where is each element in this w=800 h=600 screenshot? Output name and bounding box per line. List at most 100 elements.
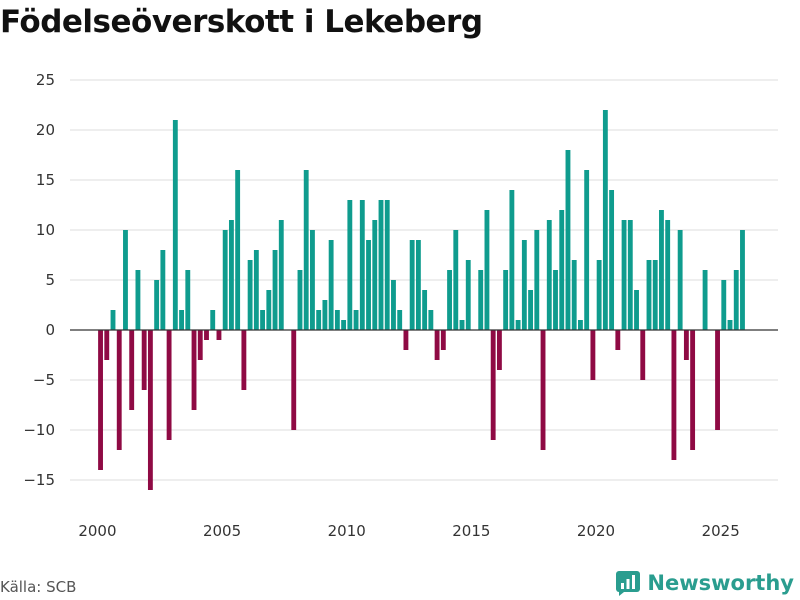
- bar: [415, 240, 421, 330]
- bar: [291, 330, 297, 430]
- bar: [397, 310, 403, 330]
- bar: [702, 270, 708, 330]
- bar: [640, 330, 646, 380]
- bar: [378, 200, 384, 330]
- bar: [297, 270, 303, 330]
- bar: [347, 200, 353, 330]
- bar: [409, 240, 415, 330]
- x-tick-label: 2005: [203, 522, 241, 540]
- bar: [216, 330, 222, 340]
- bar: [727, 320, 733, 330]
- bar: [303, 170, 309, 330]
- bar: [509, 190, 515, 330]
- bar: [534, 230, 540, 330]
- bar: [172, 120, 178, 330]
- bar: [241, 330, 247, 390]
- bar: [496, 330, 502, 370]
- bar: [453, 230, 459, 330]
- bar: [715, 330, 720, 430]
- chart-title: Födelseöverskott i Lekeberg: [0, 4, 483, 40]
- bar: [677, 230, 683, 330]
- bar: [166, 330, 172, 440]
- bar: [141, 330, 147, 390]
- y-tick-label: 10: [36, 221, 55, 239]
- y-tick-label: −10: [23, 421, 55, 439]
- bar: [135, 270, 141, 330]
- bar: [359, 200, 365, 330]
- bar: [185, 270, 191, 330]
- bar: [197, 330, 203, 360]
- bar: [478, 270, 484, 330]
- bar: [553, 270, 558, 330]
- bar: [179, 310, 184, 330]
- bar: [571, 260, 577, 330]
- bar: [204, 330, 209, 340]
- bar: [129, 330, 135, 410]
- y-tick-label: 25: [36, 71, 55, 89]
- bar: [690, 330, 696, 450]
- bar: [740, 230, 745, 330]
- bar: [546, 220, 552, 330]
- bar: [652, 260, 658, 330]
- bar: [104, 330, 110, 360]
- bar: [671, 330, 677, 460]
- bar: [521, 240, 527, 330]
- bar: [515, 320, 521, 330]
- bars: [98, 110, 745, 490]
- y-tick-label: −15: [23, 471, 55, 489]
- y-axis-ticks: 25 20 15 10 5 0 −5 −10 −15: [23, 71, 55, 489]
- bar: [228, 220, 234, 330]
- x-axis-ticks: 2000 2005 2010 2015 2020 2025: [78, 522, 739, 540]
- grid-lines: [70, 79, 778, 481]
- bar: [353, 310, 359, 330]
- bar: [465, 260, 471, 330]
- bar: [490, 330, 496, 440]
- bar: [372, 220, 378, 330]
- bar: [596, 260, 602, 330]
- bar: [578, 320, 583, 330]
- bar: [403, 330, 409, 350]
- bar: [621, 220, 627, 330]
- bar: [310, 230, 315, 330]
- bar: [154, 280, 160, 330]
- bar: [584, 170, 590, 330]
- x-tick-label: 2010: [328, 522, 366, 540]
- bar: [503, 270, 509, 330]
- bar: [160, 250, 166, 330]
- bar: [602, 110, 608, 330]
- bar: [272, 250, 278, 330]
- bar: [266, 290, 272, 330]
- y-tick-label: 15: [36, 171, 55, 189]
- bar: [222, 230, 228, 330]
- brand[interactable]: Newsworthy: [615, 570, 794, 596]
- bar: [559, 210, 565, 330]
- y-tick-label: 20: [36, 121, 55, 139]
- x-tick-label: 2020: [577, 522, 615, 540]
- bar: [590, 330, 596, 380]
- bar: [235, 170, 241, 330]
- bar: [147, 330, 153, 490]
- x-tick-label: 2025: [702, 522, 740, 540]
- bar: [116, 330, 122, 450]
- bar: [721, 280, 727, 330]
- bar: [422, 290, 428, 330]
- bar: [278, 220, 284, 330]
- bar: [247, 260, 253, 330]
- bar: [253, 250, 259, 330]
- bar: [384, 200, 390, 330]
- bar: [334, 310, 340, 330]
- bar: [540, 330, 546, 450]
- bar: [528, 290, 534, 330]
- bar: [484, 210, 490, 330]
- bar: [459, 320, 465, 330]
- bar: [210, 310, 216, 330]
- bar: [646, 260, 652, 330]
- bar: [341, 320, 347, 330]
- y-tick-label: 0: [45, 321, 55, 339]
- bar: [627, 220, 633, 330]
- bar: [428, 310, 434, 330]
- bar: [260, 310, 266, 330]
- x-tick-label: 2015: [452, 522, 490, 540]
- bar: [316, 310, 322, 330]
